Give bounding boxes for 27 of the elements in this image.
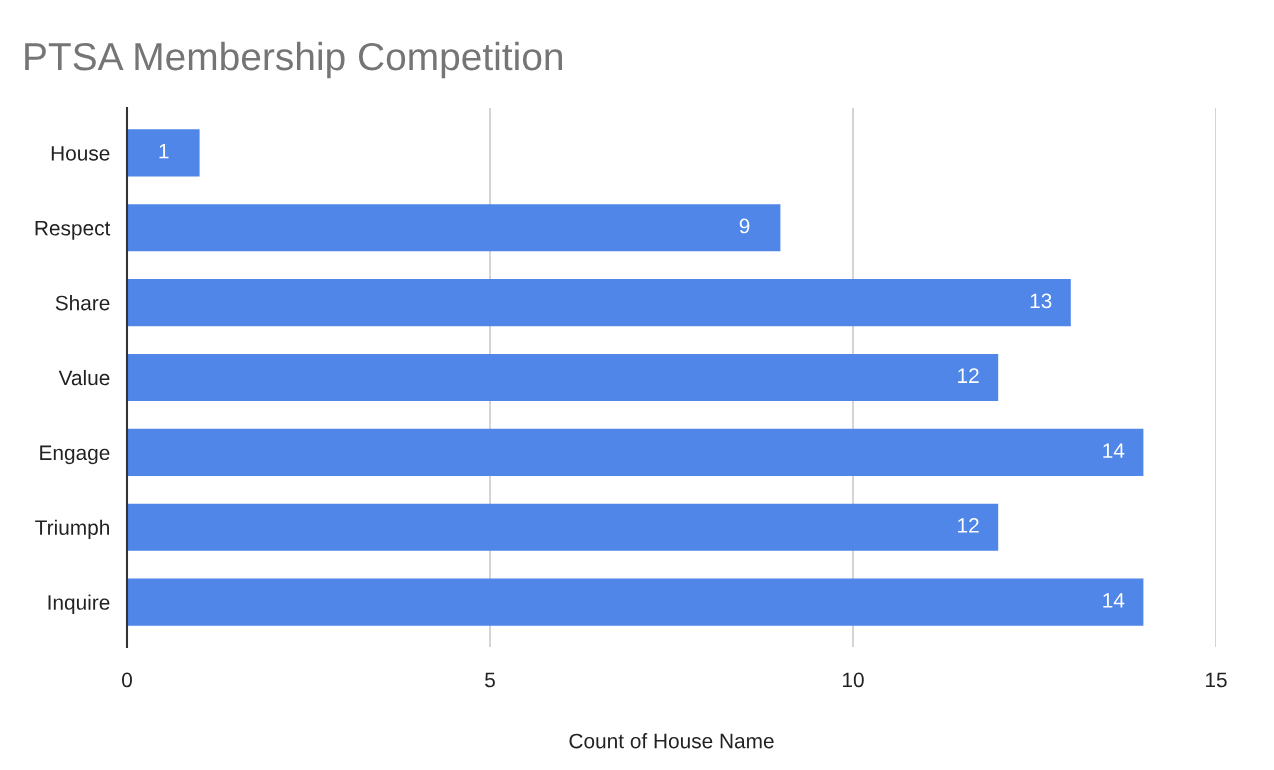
y-tick-label: Triumph [35,519,109,540]
y-tick-label: Respect [35,220,111,240]
bar [127,204,781,252]
data-label: 14 [1103,593,1125,608]
y-tick-label: Share [55,295,110,311]
data-label: 12 [958,518,979,533]
chart-title: PTSA Membership Competition [25,41,562,79]
x-tick-label: 15 [1206,672,1227,688]
bar [127,279,1071,327]
y-tick-label: House [51,146,110,161]
x-tick-label: 5 [485,672,495,688]
bar [127,428,1144,476]
data-label: 9 [739,218,750,234]
y-tick-label: Value [58,369,110,386]
data-label: 12 [958,368,979,383]
data-label: 14 [1103,443,1125,458]
y-tick-label: Inquire [48,594,110,614]
bar [127,129,200,177]
bar [127,353,999,402]
bar [127,578,1144,626]
x-axis-title: Count of House Name [569,733,774,749]
bar [127,503,999,551]
x-tick-label: 10 [843,672,864,688]
y-tick-label: Engage [40,445,110,465]
data-label: 1 [159,143,169,159]
data-label: 13 [1030,293,1052,309]
x-tick-label: 0 [122,672,132,688]
